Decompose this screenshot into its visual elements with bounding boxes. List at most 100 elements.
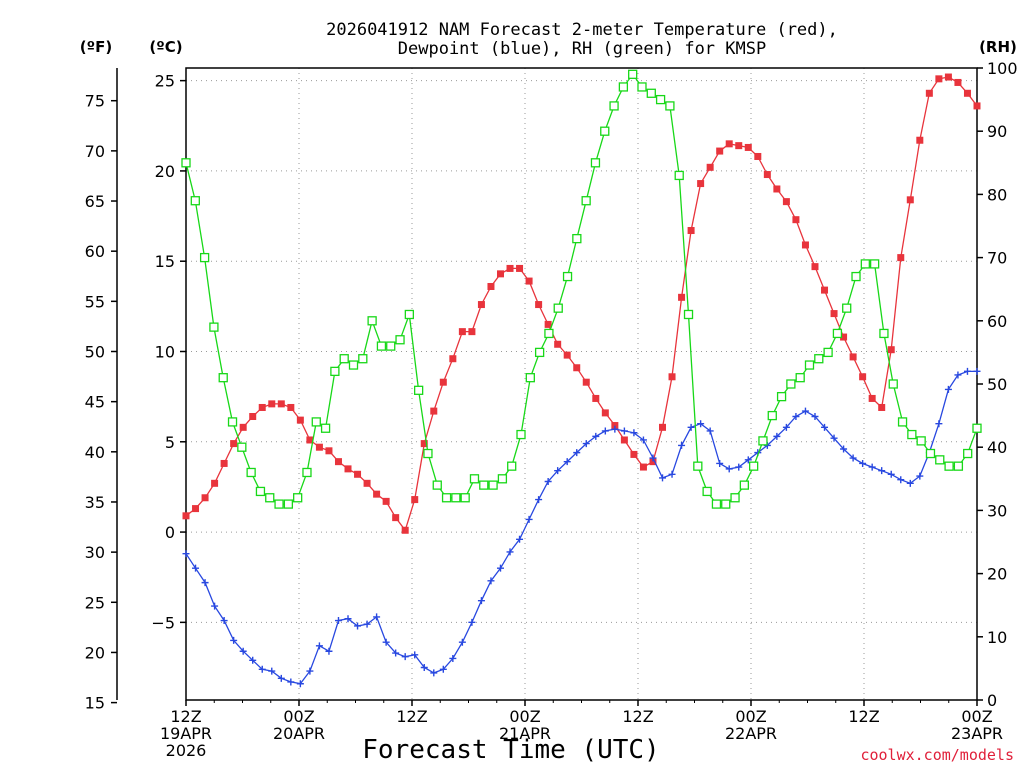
temperature-point bbox=[897, 254, 905, 262]
temperature-point bbox=[382, 497, 390, 505]
dewpoint-point bbox=[401, 653, 409, 661]
temperature-point bbox=[973, 102, 981, 110]
rh-point bbox=[749, 461, 759, 471]
rh-point bbox=[469, 474, 480, 484]
temperature-point bbox=[363, 479, 371, 487]
dewpoint-point bbox=[849, 454, 857, 462]
rh-point bbox=[655, 94, 666, 105]
temperature-point bbox=[516, 264, 524, 272]
dewpoint-point bbox=[287, 678, 295, 686]
dewpoint-point bbox=[916, 472, 924, 480]
rh-line bbox=[185, 73, 978, 505]
temperature-point bbox=[268, 400, 276, 408]
celsius-tick-label: 20 bbox=[155, 162, 175, 181]
dewpoint-point bbox=[678, 441, 686, 449]
rh-point bbox=[562, 271, 573, 282]
rh-point bbox=[628, 69, 638, 79]
time-tick-label: 2026 bbox=[166, 741, 207, 760]
dewpoint-point bbox=[611, 425, 619, 433]
dewpoint-point bbox=[258, 665, 266, 673]
rh-point bbox=[786, 379, 796, 389]
dewpoint-point bbox=[496, 564, 504, 572]
temperature-point bbox=[887, 346, 895, 354]
rh-point bbox=[646, 88, 656, 98]
dewpoint-point bbox=[535, 496, 543, 504]
temperature-point bbox=[315, 443, 323, 451]
dewpoint-point bbox=[782, 423, 790, 431]
temperature-point bbox=[211, 479, 219, 487]
dewpoint-point bbox=[792, 413, 800, 421]
chart-title: 2026041912 NAM Forecast 2-meter Temperat… bbox=[326, 20, 838, 59]
rh-point bbox=[953, 461, 964, 471]
celsius-tick-label: 25 bbox=[155, 72, 175, 91]
dewpoint-point bbox=[296, 680, 304, 688]
series-dewpoint bbox=[182, 367, 981, 688]
rh-point bbox=[413, 385, 424, 395]
rh-point bbox=[860, 259, 870, 269]
dewpoint-point bbox=[411, 651, 419, 659]
rh-point bbox=[209, 322, 219, 332]
temperature-point bbox=[258, 403, 266, 411]
rh-point bbox=[460, 493, 470, 503]
rh-point bbox=[190, 196, 200, 206]
plot-frame bbox=[185, 67, 978, 701]
rh-point bbox=[637, 82, 647, 92]
temperature-point bbox=[296, 416, 304, 424]
dewpoint-point bbox=[659, 474, 667, 482]
time-tick-label: 12Z bbox=[396, 707, 427, 726]
dewpoint-point bbox=[230, 636, 238, 644]
dewpoint-point bbox=[840, 445, 848, 453]
rh-point bbox=[330, 366, 340, 377]
dewpoint-point bbox=[468, 618, 476, 626]
dewpoint-point bbox=[963, 367, 971, 375]
rh-point bbox=[842, 303, 852, 313]
temperature-point bbox=[506, 264, 514, 272]
temperature-point bbox=[230, 440, 238, 448]
temperature-point bbox=[659, 423, 667, 431]
dewpoint-point bbox=[363, 620, 371, 628]
dewpoint-point bbox=[344, 615, 352, 623]
dewpoint-point bbox=[516, 535, 524, 543]
fahrenheit-tick-label: 35 bbox=[85, 493, 105, 512]
dewpoint-point bbox=[277, 674, 285, 682]
temperature-point bbox=[678, 293, 686, 301]
dewpoint-point bbox=[430, 669, 438, 677]
rh-point bbox=[553, 303, 563, 313]
fahrenheit-tick-label: 70 bbox=[85, 142, 105, 161]
time-tick-label: 12Z bbox=[622, 707, 653, 726]
time-tick-label: 00Z bbox=[283, 707, 314, 726]
dewpoint-point bbox=[744, 456, 752, 464]
rh-point bbox=[525, 373, 535, 383]
time-tick-label: 22APR bbox=[725, 724, 777, 743]
rh-point bbox=[916, 436, 926, 446]
rh-tick-label: 100 bbox=[987, 59, 1018, 78]
temperature-point bbox=[916, 136, 924, 144]
temperature-point bbox=[868, 394, 876, 402]
dewpoint-point bbox=[878, 467, 886, 475]
dewpoint-point bbox=[487, 577, 495, 585]
temperature-point bbox=[630, 450, 638, 458]
rh-point bbox=[609, 101, 619, 111]
dewpoint-point bbox=[935, 420, 943, 428]
temperature-point bbox=[706, 163, 714, 171]
dewpoint-point bbox=[735, 463, 743, 471]
rh-point bbox=[711, 499, 722, 509]
temperature-point bbox=[801, 241, 809, 249]
rh-tick-label: 0 bbox=[987, 691, 997, 710]
temperature-point bbox=[430, 407, 438, 415]
rh-point bbox=[311, 417, 321, 427]
rh-point bbox=[367, 316, 377, 326]
rh-point bbox=[618, 82, 629, 92]
dewpoint-point bbox=[192, 564, 200, 572]
time-tick-label: 00Z bbox=[509, 707, 540, 726]
dewpoint-point bbox=[220, 617, 228, 625]
dewpoint-point bbox=[897, 476, 905, 484]
dewpoint-point bbox=[630, 429, 638, 437]
temperature-point bbox=[535, 301, 543, 309]
dewpoint-point bbox=[821, 423, 829, 431]
rh-point bbox=[702, 486, 712, 497]
rh-point bbox=[534, 347, 545, 358]
temperature-point bbox=[592, 394, 600, 402]
data-series bbox=[181, 69, 982, 688]
time-tick-label: 00Z bbox=[961, 707, 992, 726]
